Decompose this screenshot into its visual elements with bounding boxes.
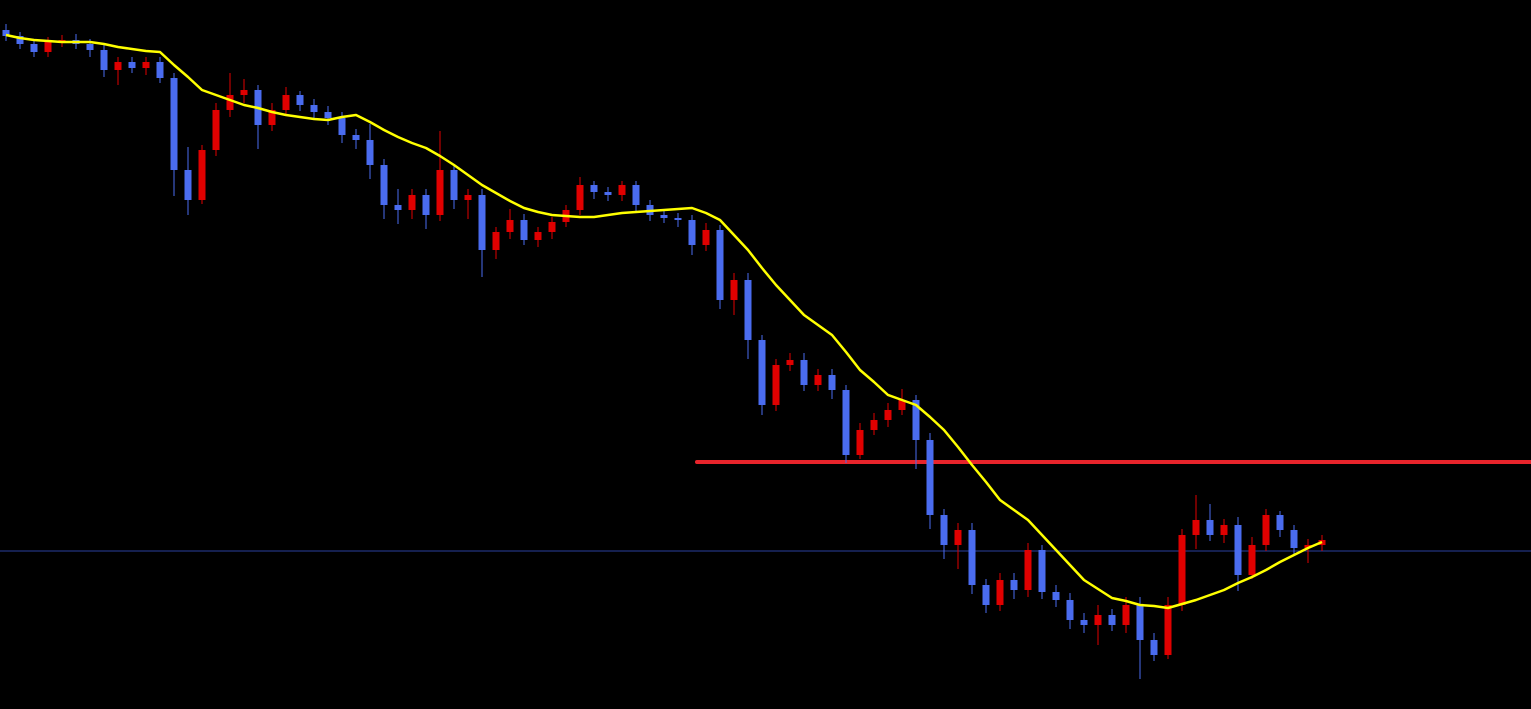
candle-body	[394, 205, 402, 210]
candle-body	[492, 232, 500, 250]
candle-body	[450, 170, 458, 200]
candle-body	[1108, 615, 1116, 625]
candle-body	[1220, 525, 1228, 535]
candle-body	[772, 365, 780, 405]
candle-body	[940, 515, 948, 545]
candle-body	[198, 150, 206, 200]
candle-body	[226, 95, 234, 110]
candle-body	[1136, 605, 1144, 640]
candle-body	[898, 400, 906, 410]
candle-body	[478, 195, 486, 250]
candle-body	[1206, 520, 1214, 535]
candle-body	[744, 280, 752, 340]
candle-body	[604, 192, 612, 195]
candle-body	[996, 580, 1004, 605]
candle-body	[352, 135, 360, 140]
candle-body	[1038, 550, 1046, 592]
candle-body	[954, 530, 962, 545]
candle-body	[1290, 530, 1298, 548]
candle-body	[814, 375, 822, 385]
candle-body	[800, 360, 808, 385]
candle-body	[408, 195, 416, 210]
candle-body	[1304, 545, 1312, 548]
candle-body	[688, 220, 696, 245]
candle-body	[674, 218, 682, 220]
candle-body	[1052, 592, 1060, 600]
candle-body	[856, 430, 864, 455]
candle-body	[156, 62, 164, 78]
candle-body	[380, 165, 388, 205]
candle-body	[170, 78, 178, 170]
candle-body	[1066, 600, 1074, 620]
candle-body	[30, 44, 38, 52]
candle-body	[842, 390, 850, 455]
candle-body	[422, 195, 430, 215]
candle-body	[1122, 605, 1130, 625]
candle-body	[142, 62, 150, 68]
candle-body	[212, 110, 220, 150]
candle-body	[1262, 515, 1270, 545]
candle-body	[366, 140, 374, 165]
candle-body	[632, 185, 640, 205]
candle-body	[576, 185, 584, 210]
candle-body	[912, 400, 920, 440]
candle-body	[184, 170, 192, 200]
candle-body	[1192, 520, 1200, 535]
moving-average	[5, 33, 1323, 610]
candle-body	[1150, 640, 1158, 655]
candle-body	[548, 222, 556, 232]
candle-body	[114, 62, 122, 70]
candle-body	[310, 105, 318, 112]
candle-body	[1164, 605, 1172, 655]
candle-body	[660, 215, 668, 218]
candle-body	[2, 30, 10, 36]
candle-body	[1234, 525, 1242, 575]
candle-body	[828, 375, 836, 390]
candle-body	[786, 360, 794, 365]
candle-body	[86, 44, 94, 50]
candle-body	[590, 185, 598, 192]
candle-body	[436, 170, 444, 215]
candle-body	[1080, 620, 1088, 625]
candle-body	[240, 90, 248, 95]
candle-body	[702, 230, 710, 245]
candle-body	[982, 585, 990, 605]
candle-body	[296, 95, 304, 105]
candle-body	[1024, 550, 1032, 590]
candle-body	[730, 280, 738, 300]
candle-body	[1248, 545, 1256, 575]
candle-body	[870, 420, 878, 430]
candle-body	[338, 118, 346, 135]
candle-body	[128, 62, 136, 68]
candle-body	[324, 112, 332, 118]
candle-body	[884, 410, 892, 420]
candle-body	[968, 530, 976, 585]
candle-body	[758, 340, 766, 405]
candle-body	[926, 440, 934, 515]
candle-body	[464, 195, 472, 200]
candle-body	[716, 230, 724, 300]
candle-body	[268, 110, 276, 125]
candle-body	[618, 185, 626, 195]
candle-body	[506, 220, 514, 232]
candle-body	[1178, 535, 1186, 605]
candle-body	[534, 232, 542, 240]
candle-body	[16, 36, 24, 44]
candle-body	[282, 95, 290, 110]
candle-body	[520, 220, 528, 240]
candle-body	[100, 50, 108, 70]
candle-body	[1094, 615, 1102, 625]
candle-body	[44, 42, 52, 52]
candle-body	[1010, 580, 1018, 590]
candle-body	[1276, 515, 1284, 530]
